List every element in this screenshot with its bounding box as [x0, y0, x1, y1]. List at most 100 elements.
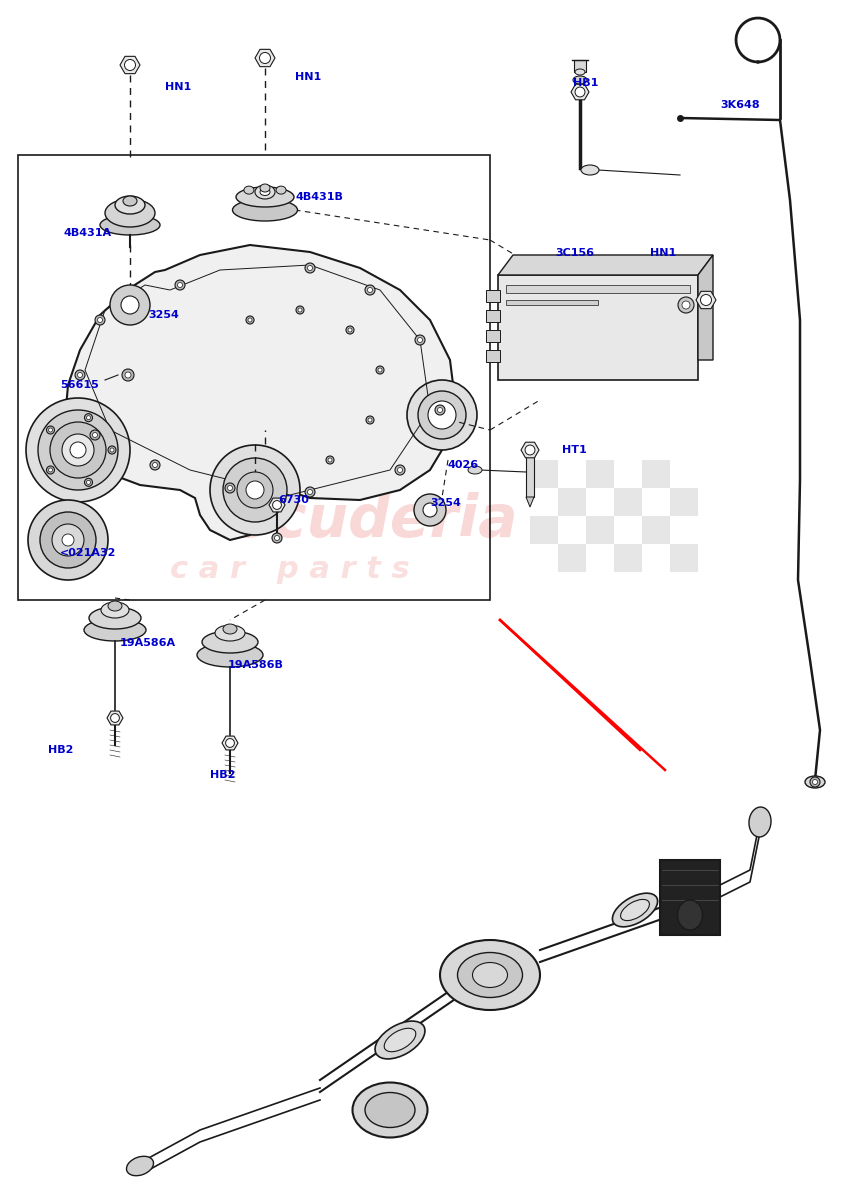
Circle shape — [376, 366, 384, 374]
Ellipse shape — [260, 184, 270, 192]
Ellipse shape — [677, 900, 702, 930]
Text: 3C156: 3C156 — [555, 248, 594, 258]
Circle shape — [810, 778, 820, 787]
Circle shape — [75, 370, 85, 380]
Circle shape — [246, 316, 254, 324]
Circle shape — [93, 432, 97, 438]
Bar — [558, 544, 586, 572]
Ellipse shape — [127, 1157, 153, 1176]
Circle shape — [308, 265, 312, 270]
Ellipse shape — [101, 602, 129, 618]
Circle shape — [28, 500, 108, 580]
Circle shape — [328, 458, 332, 462]
Text: 3254: 3254 — [430, 498, 461, 508]
Ellipse shape — [202, 631, 258, 653]
Text: 19A586B: 19A586B — [228, 660, 284, 670]
Circle shape — [407, 380, 477, 450]
Ellipse shape — [384, 1028, 416, 1051]
Circle shape — [365, 284, 375, 295]
Ellipse shape — [100, 215, 160, 235]
Text: HN1: HN1 — [295, 72, 322, 82]
Circle shape — [678, 296, 694, 313]
Circle shape — [418, 337, 422, 342]
Circle shape — [368, 418, 372, 422]
Circle shape — [227, 486, 232, 491]
Circle shape — [812, 780, 818, 785]
Bar — [670, 544, 698, 572]
Circle shape — [122, 370, 134, 382]
Ellipse shape — [473, 962, 507, 988]
Circle shape — [428, 401, 456, 428]
Circle shape — [47, 426, 55, 434]
Polygon shape — [120, 56, 140, 73]
Circle shape — [125, 60, 135, 71]
Circle shape — [121, 296, 139, 314]
Circle shape — [84, 414, 93, 421]
Ellipse shape — [365, 1092, 415, 1128]
Circle shape — [50, 422, 106, 478]
Circle shape — [366, 416, 374, 424]
Circle shape — [423, 503, 437, 517]
Ellipse shape — [115, 196, 145, 214]
Circle shape — [346, 326, 354, 334]
Circle shape — [110, 284, 150, 325]
Bar — [530, 460, 558, 488]
Text: HT1: HT1 — [562, 445, 587, 455]
Circle shape — [62, 434, 94, 466]
Ellipse shape — [232, 199, 297, 221]
Circle shape — [52, 524, 84, 556]
Circle shape — [70, 442, 86, 458]
Ellipse shape — [84, 619, 146, 641]
Bar — [486, 330, 500, 342]
Ellipse shape — [255, 185, 275, 199]
Polygon shape — [498, 254, 713, 275]
Ellipse shape — [749, 808, 771, 836]
Circle shape — [275, 535, 279, 540]
Ellipse shape — [236, 187, 294, 206]
Circle shape — [225, 738, 234, 748]
Circle shape — [525, 445, 535, 455]
Polygon shape — [526, 497, 534, 506]
Circle shape — [153, 462, 158, 468]
Text: 3254: 3254 — [148, 310, 179, 320]
Text: 3K648: 3K648 — [720, 100, 759, 110]
Circle shape — [110, 448, 114, 452]
Ellipse shape — [260, 188, 270, 196]
Bar — [506, 300, 598, 305]
Circle shape — [378, 368, 382, 372]
Bar — [642, 460, 670, 488]
Circle shape — [415, 335, 425, 346]
Circle shape — [47, 466, 55, 474]
Circle shape — [418, 391, 466, 439]
Bar — [642, 516, 670, 544]
Ellipse shape — [244, 186, 254, 194]
Circle shape — [272, 500, 282, 509]
Circle shape — [87, 480, 90, 485]
Ellipse shape — [375, 1021, 425, 1058]
Ellipse shape — [805, 776, 825, 788]
Bar — [530, 516, 558, 544]
Polygon shape — [107, 712, 123, 725]
Circle shape — [414, 494, 446, 526]
Circle shape — [77, 372, 82, 378]
Bar — [558, 488, 586, 516]
Circle shape — [40, 512, 96, 568]
Circle shape — [38, 410, 118, 490]
Bar — [526, 452, 534, 497]
Circle shape — [435, 404, 445, 415]
Circle shape — [438, 408, 442, 413]
Circle shape — [246, 481, 264, 499]
Circle shape — [95, 314, 105, 325]
Circle shape — [87, 415, 90, 420]
Text: 6730: 6730 — [278, 494, 309, 505]
Text: 19A586A: 19A586A — [120, 638, 176, 648]
Bar — [660, 860, 720, 935]
Text: 4B431B: 4B431B — [295, 192, 342, 202]
Circle shape — [298, 308, 302, 312]
Circle shape — [90, 430, 100, 440]
Circle shape — [62, 534, 74, 546]
Text: 56615: 56615 — [60, 380, 99, 390]
Circle shape — [97, 318, 102, 323]
Text: 4B431A: 4B431A — [63, 228, 111, 238]
Text: 4026: 4026 — [448, 460, 479, 470]
